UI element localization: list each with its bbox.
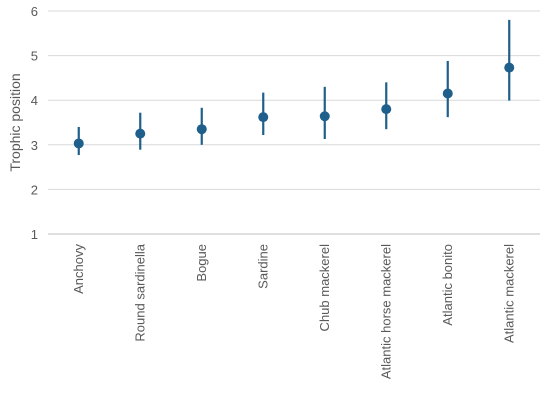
x-tick-label: Bogue: [194, 244, 209, 282]
y-tick-labels: 1 2 3 4 5 6: [31, 4, 38, 242]
y-axis-title: Trophic position: [7, 73, 23, 171]
x-tick-label: Sardine: [255, 244, 270, 289]
data-points: [73, 62, 515, 149]
data-point: [381, 104, 392, 115]
y-tick-label: 1: [31, 227, 38, 242]
y-tick-label: 2: [31, 182, 38, 197]
y-tick-label: 5: [31, 49, 38, 64]
data-point: [258, 112, 269, 123]
x-tick-labels: Anchovy Round sardinella Bogue Sardine Chub …: [71, 243, 517, 379]
data-point: [73, 138, 84, 149]
x-tick-label: Round sardinella: [132, 243, 147, 341]
x-tick-label: Atlantic mackerel: [501, 244, 516, 343]
y-tick-label: 3: [31, 138, 38, 153]
x-tick-label: Anchovy: [71, 244, 86, 294]
data-point: [442, 88, 453, 99]
x-tick-label: Atlantic bonito: [440, 244, 455, 326]
y-gridlines: [48, 10, 540, 190]
data-point: [319, 111, 330, 122]
data-point: [504, 62, 515, 73]
x-tick-label: Atlantic horse mackerel: [378, 244, 393, 379]
data-point: [135, 128, 146, 139]
x-tick-label: Chub mackerel: [317, 244, 332, 332]
data-point: [196, 124, 207, 135]
y-tick-label: 6: [31, 4, 38, 19]
y-tick-label: 4: [31, 93, 38, 108]
